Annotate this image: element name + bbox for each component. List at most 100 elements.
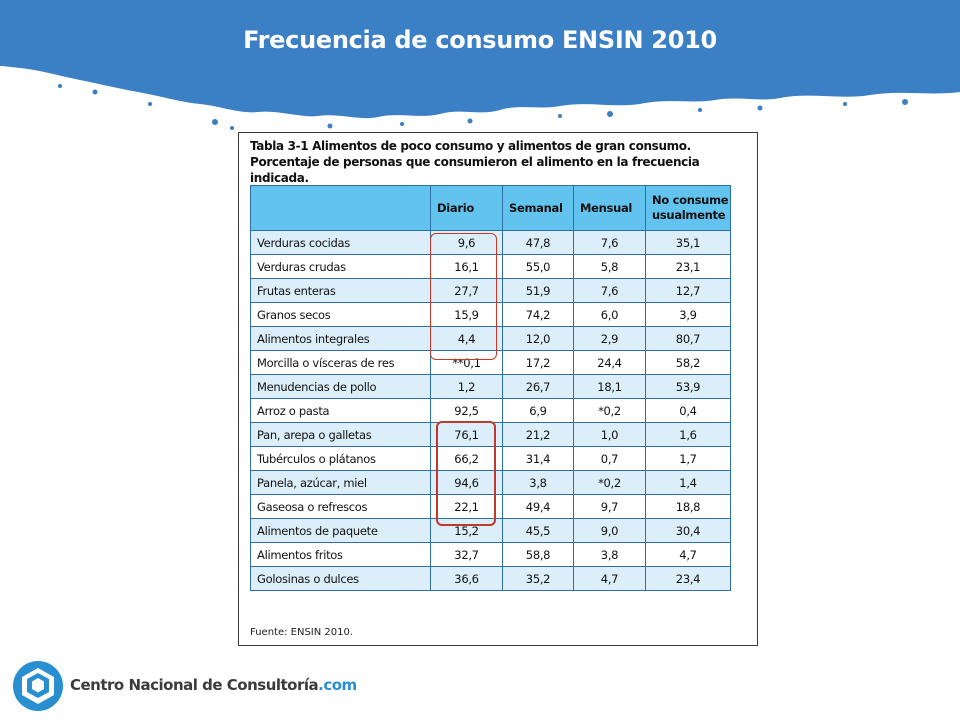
- header-diario: Diario: [430, 185, 503, 231]
- food-name-cell: Pan, arepa o galletas: [250, 422, 431, 447]
- value-cell: 31,4: [502, 446, 574, 471]
- value-cell: 66,2: [430, 446, 503, 471]
- value-cell: 1,7: [645, 446, 731, 471]
- food-name-cell: Alimentos integrales: [250, 326, 431, 351]
- table-row: Panela, azúcar, miel 94,6 3,8 *0,2 1,4: [250, 470, 731, 495]
- header-banner: [0, 0, 960, 150]
- value-cell: 80,7: [645, 326, 731, 351]
- value-cell: 18,8: [645, 494, 731, 519]
- value-cell: 1,0: [573, 422, 646, 447]
- value-cell: 30,4: [645, 518, 731, 543]
- table-source: Fuente: ENSIN 2010.: [250, 627, 354, 638]
- consumption-table: Diario Semanal Mensual No consume usualm…: [250, 185, 731, 591]
- value-cell: 15,9: [430, 302, 503, 327]
- value-cell: 18,1: [573, 374, 646, 399]
- food-name-cell: Arroz o pasta: [250, 398, 431, 423]
- value-cell: 4,4: [430, 326, 503, 351]
- food-name-cell: Verduras cocidas: [250, 230, 431, 255]
- table-row: Gaseosa o refrescos 22,1 49,4 9,7 18,8: [250, 494, 731, 519]
- value-cell: 51,9: [502, 278, 574, 303]
- value-cell: 45,5: [502, 518, 574, 543]
- table-row: Golosinas o dulces 36,6 35,2 4,7 23,4: [250, 566, 731, 591]
- food-name-cell: Alimentos fritos: [250, 542, 431, 567]
- table-row: Arroz o pasta 92,5 6,9 *0,2 0,4: [250, 398, 731, 423]
- value-cell: 49,4: [502, 494, 574, 519]
- brush-stroke-banner: [0, 0, 960, 130]
- value-cell: 21,2: [502, 422, 574, 447]
- food-name-cell: Gaseosa o refrescos: [250, 494, 431, 519]
- table-figure: Tabla 3-1 Alimentos de poco consumo y al…: [238, 132, 758, 646]
- table-row: Granos secos 15,9 74,2 6,0 3,9: [250, 302, 731, 327]
- brand-suffix: .com: [318, 676, 357, 694]
- value-cell: 6,0: [573, 302, 646, 327]
- food-name-cell: Alimentos de paquete: [250, 518, 431, 543]
- value-cell: 26,7: [502, 374, 574, 399]
- value-cell: 55,0: [502, 254, 574, 279]
- value-cell: 2,9: [573, 326, 646, 351]
- caption-line-1: Tabla 3-1 Alimentos de poco consumo y al…: [250, 139, 691, 153]
- value-cell: 12,7: [645, 278, 731, 303]
- table-row: Tubérculos o plátanos 66,2 31,4 0,7 1,7: [250, 446, 731, 471]
- food-name-cell: Panela, azúcar, miel: [250, 470, 431, 495]
- value-cell: 4,7: [645, 542, 731, 567]
- value-cell: 58,2: [645, 350, 731, 375]
- value-cell: 6,9: [502, 398, 574, 423]
- food-name-cell: Granos secos: [250, 302, 431, 327]
- value-cell: 9,0: [573, 518, 646, 543]
- value-cell: 9,7: [573, 494, 646, 519]
- value-cell: 3,9: [645, 302, 731, 327]
- food-name-cell: Tubérculos o plátanos: [250, 446, 431, 471]
- value-cell: 58,8: [502, 542, 574, 567]
- brand-name: Centro Nacional de Consultoría: [70, 676, 319, 694]
- food-name-cell: Frutas enteras: [250, 278, 431, 303]
- header-no-consume: No consume usualmente: [645, 185, 731, 231]
- value-cell: 94,6: [430, 470, 503, 495]
- table-row: Verduras cocidas 9,6 47,8 7,6 35,1: [250, 230, 731, 255]
- value-cell: 22,1: [430, 494, 503, 519]
- value-cell: 47,8: [502, 230, 574, 255]
- value-cell: 17,2: [502, 350, 574, 375]
- value-cell: 4,7: [573, 566, 646, 591]
- value-cell: 23,4: [645, 566, 731, 591]
- table-header-row: Diario Semanal Mensual No consume usualm…: [250, 185, 731, 231]
- food-name-cell: Menudencias de pollo: [250, 374, 431, 399]
- table-row: Alimentos de paquete 15,2 45,5 9,0 30,4: [250, 518, 731, 543]
- slide-title: Frecuencia de consumo ENSIN 2010: [243, 26, 717, 54]
- caption-line-2: Porcentaje de personas que consumieron e…: [250, 155, 700, 185]
- highlight-box-high-consumption: [436, 421, 496, 526]
- value-cell: 1,2: [430, 374, 503, 399]
- value-cell: 0,7: [573, 446, 646, 471]
- table-row: Morcilla o vísceras de res **0,1 17,2 24,4 5…: [250, 350, 731, 375]
- table-caption: Tabla 3-1 Alimentos de poco consumo y al…: [250, 138, 750, 186]
- value-cell: 1,6: [645, 422, 731, 447]
- highlight-box-low-consumption: [430, 233, 497, 360]
- value-cell: 9,6: [430, 230, 503, 255]
- value-cell: 0,4: [645, 398, 731, 423]
- value-cell: 1,4: [645, 470, 731, 495]
- footer-brand: Centro Nacional de Consultoría.com: [70, 676, 357, 694]
- food-name-cell: Golosinas o dulces: [250, 566, 431, 591]
- value-cell: 36,6: [430, 566, 503, 591]
- value-cell: 7,6: [573, 230, 646, 255]
- header-mensual: Mensual: [573, 185, 646, 231]
- value-cell: 3,8: [573, 542, 646, 567]
- value-cell: 7,6: [573, 278, 646, 303]
- table-body: Verduras cocidas 9,6 47,8 7,6 35,1 Verduras c…: [250, 230, 731, 591]
- table-row: Alimentos integrales 4,4 12,0 2,9 80,7: [250, 326, 731, 351]
- value-cell: 35,1: [645, 230, 731, 255]
- value-cell: *0,2: [573, 470, 646, 495]
- table-row: Frutas enteras 27,7 51,9 7,6 12,7: [250, 278, 731, 303]
- header-food: [250, 185, 431, 231]
- value-cell: *0,2: [573, 398, 646, 423]
- value-cell: 24,4: [573, 350, 646, 375]
- table-row: Verduras crudas 16,1 55,0 5,8 23,1: [250, 254, 731, 279]
- header-semanal: Semanal: [502, 185, 574, 231]
- food-name-cell: Morcilla o vísceras de res: [250, 350, 431, 375]
- value-cell: 5,8: [573, 254, 646, 279]
- value-cell: 23,1: [645, 254, 731, 279]
- value-cell: 3,8: [502, 470, 574, 495]
- value-cell: **0,1: [430, 350, 503, 375]
- value-cell: 74,2: [502, 302, 574, 327]
- table-row: Menudencias de pollo 1,2 26,7 18,1 53,9: [250, 374, 731, 399]
- value-cell: 92,5: [430, 398, 503, 423]
